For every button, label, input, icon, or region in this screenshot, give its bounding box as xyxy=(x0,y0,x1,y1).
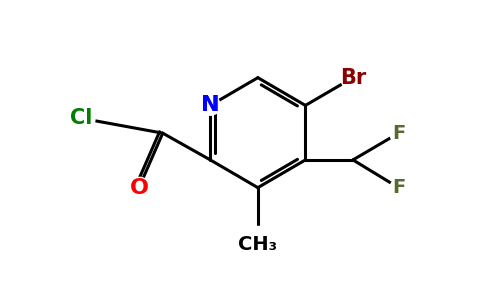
Text: N: N xyxy=(201,95,220,116)
Text: Cl: Cl xyxy=(70,108,93,128)
Text: CH₃: CH₃ xyxy=(238,235,277,254)
Text: F: F xyxy=(392,124,405,143)
Text: O: O xyxy=(129,178,149,198)
Text: N: N xyxy=(201,95,220,116)
Text: F: F xyxy=(392,178,405,197)
Text: Br: Br xyxy=(340,68,366,88)
